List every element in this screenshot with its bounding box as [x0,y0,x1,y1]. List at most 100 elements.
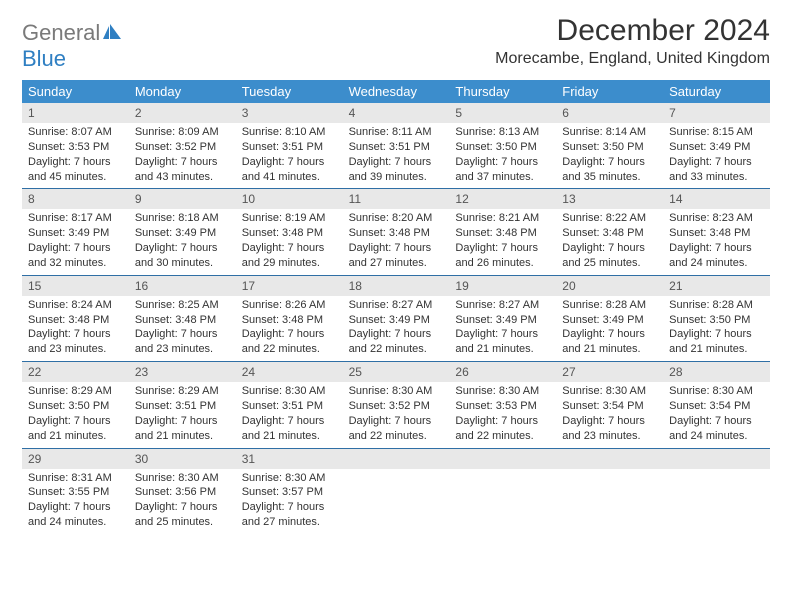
daylight-line1: Daylight: 7 hours [28,500,123,515]
day-cell [556,449,663,534]
sunset-text: Sunset: 3:48 PM [135,313,230,328]
daylight-line1: Daylight: 7 hours [455,241,550,256]
sunset-text: Sunset: 3:49 PM [562,313,657,328]
day-cell: 10Sunrise: 8:19 AMSunset: 3:48 PMDayligh… [236,189,343,274]
daylight-line1: Daylight: 7 hours [562,327,657,342]
sunrise-text: Sunrise: 8:27 AM [349,298,444,313]
daylight-line2: and 35 minutes. [562,170,657,185]
calendar: Sunday Monday Tuesday Wednesday Thursday… [22,80,770,534]
week-row: 29Sunrise: 8:31 AMSunset: 3:55 PMDayligh… [22,449,770,534]
day-body: Sunrise: 8:28 AMSunset: 3:49 PMDaylight:… [556,296,663,357]
day-cell: 6Sunrise: 8:14 AMSunset: 3:50 PMDaylight… [556,103,663,188]
day-number: 17 [236,276,343,296]
sunrise-text: Sunrise: 8:30 AM [455,384,550,399]
day-cell: 16Sunrise: 8:25 AMSunset: 3:48 PMDayligh… [129,276,236,361]
daylight-line2: and 21 minutes. [669,342,764,357]
daylight-line2: and 25 minutes. [562,256,657,271]
daylight-line2: and 23 minutes. [562,429,657,444]
sunset-text: Sunset: 3:54 PM [669,399,764,414]
day-body: Sunrise: 8:30 AMSunset: 3:51 PMDaylight:… [236,382,343,443]
sunset-text: Sunset: 3:53 PM [455,399,550,414]
sunset-text: Sunset: 3:49 PM [135,226,230,241]
daylight-line2: and 21 minutes. [455,342,550,357]
sunrise-text: Sunrise: 8:20 AM [349,211,444,226]
day-body: Sunrise: 8:20 AMSunset: 3:48 PMDaylight:… [343,209,450,270]
logo-text: General Blue [22,20,122,72]
sunset-text: Sunset: 3:54 PM [562,399,657,414]
day-body: Sunrise: 8:29 AMSunset: 3:51 PMDaylight:… [129,382,236,443]
daylight-line1: Daylight: 7 hours [455,155,550,170]
day-number: 6 [556,103,663,123]
day-cell [449,449,556,534]
sunrise-text: Sunrise: 8:26 AM [242,298,337,313]
day-body: Sunrise: 8:29 AMSunset: 3:50 PMDaylight:… [22,382,129,443]
daylight-line2: and 37 minutes. [455,170,550,185]
sunrise-text: Sunrise: 8:21 AM [455,211,550,226]
week-row: 1Sunrise: 8:07 AMSunset: 3:53 PMDaylight… [22,103,770,189]
sunrise-text: Sunrise: 8:30 AM [349,384,444,399]
daylight-line2: and 21 minutes. [562,342,657,357]
day-number: 13 [556,189,663,209]
day-cell: 30Sunrise: 8:30 AMSunset: 3:56 PMDayligh… [129,449,236,534]
daylight-line2: and 24 minutes. [28,515,123,530]
daylight-line2: and 27 minutes. [242,515,337,530]
day-number: 16 [129,276,236,296]
month-title: December 2024 [495,14,770,48]
day-number: 1 [22,103,129,123]
weekday-wednesday: Wednesday [343,80,450,103]
daylight-line2: and 23 minutes. [135,342,230,357]
daylight-line1: Daylight: 7 hours [349,241,444,256]
day-cell: 27Sunrise: 8:30 AMSunset: 3:54 PMDayligh… [556,362,663,447]
day-body: Sunrise: 8:30 AMSunset: 3:52 PMDaylight:… [343,382,450,443]
sunrise-text: Sunrise: 8:14 AM [562,125,657,140]
day-cell: 11Sunrise: 8:20 AMSunset: 3:48 PMDayligh… [343,189,450,274]
sunrise-text: Sunrise: 8:13 AM [455,125,550,140]
header: General Blue December 2024 Morecambe, En… [22,14,770,72]
weekday-friday: Friday [556,80,663,103]
day-cell: 9Sunrise: 8:18 AMSunset: 3:49 PMDaylight… [129,189,236,274]
day-cell: 21Sunrise: 8:28 AMSunset: 3:50 PMDayligh… [663,276,770,361]
daylight-line1: Daylight: 7 hours [669,241,764,256]
sunrise-text: Sunrise: 8:30 AM [669,384,764,399]
sunset-text: Sunset: 3:48 PM [242,313,337,328]
day-number: 24 [236,362,343,382]
day-number [343,449,450,469]
sunset-text: Sunset: 3:49 PM [28,226,123,241]
day-number: 31 [236,449,343,469]
day-number: 20 [556,276,663,296]
day-body: Sunrise: 8:17 AMSunset: 3:49 PMDaylight:… [22,209,129,270]
day-body: Sunrise: 8:26 AMSunset: 3:48 PMDaylight:… [236,296,343,357]
day-body: Sunrise: 8:22 AMSunset: 3:48 PMDaylight:… [556,209,663,270]
day-cell: 18Sunrise: 8:27 AMSunset: 3:49 PMDayligh… [343,276,450,361]
sunset-text: Sunset: 3:51 PM [242,140,337,155]
day-body: Sunrise: 8:23 AMSunset: 3:48 PMDaylight:… [663,209,770,270]
daylight-line1: Daylight: 7 hours [135,327,230,342]
daylight-line1: Daylight: 7 hours [669,327,764,342]
week-row: 22Sunrise: 8:29 AMSunset: 3:50 PMDayligh… [22,362,770,448]
weekday-sunday: Sunday [22,80,129,103]
daylight-line2: and 32 minutes. [28,256,123,271]
daylight-line2: and 23 minutes. [28,342,123,357]
daylight-line1: Daylight: 7 hours [562,414,657,429]
day-number: 4 [343,103,450,123]
day-number: 9 [129,189,236,209]
daylight-line2: and 21 minutes. [242,429,337,444]
location-label: Morecambe, England, United Kingdom [495,50,770,68]
sunrise-text: Sunrise: 8:07 AM [28,125,123,140]
daylight-line1: Daylight: 7 hours [135,241,230,256]
sunset-text: Sunset: 3:51 PM [349,140,444,155]
daylight-line2: and 41 minutes. [242,170,337,185]
weekday-header-row: Sunday Monday Tuesday Wednesday Thursday… [22,80,770,103]
daylight-line2: and 29 minutes. [242,256,337,271]
daylight-line1: Daylight: 7 hours [28,414,123,429]
day-body: Sunrise: 8:30 AMSunset: 3:54 PMDaylight:… [556,382,663,443]
sunrise-text: Sunrise: 8:31 AM [28,471,123,486]
day-number [663,449,770,469]
day-number: 27 [556,362,663,382]
day-number: 28 [663,362,770,382]
daylight-line1: Daylight: 7 hours [349,327,444,342]
day-body: Sunrise: 8:30 AMSunset: 3:53 PMDaylight:… [449,382,556,443]
week-row: 8Sunrise: 8:17 AMSunset: 3:49 PMDaylight… [22,189,770,275]
sunrise-text: Sunrise: 8:22 AM [562,211,657,226]
daylight-line1: Daylight: 7 hours [242,241,337,256]
